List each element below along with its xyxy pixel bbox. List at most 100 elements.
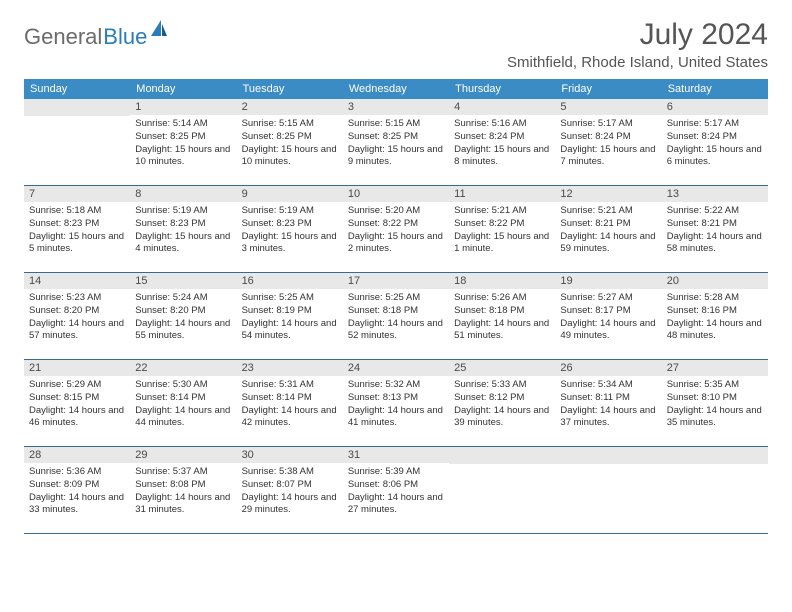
logo-sail-icon — [149, 18, 169, 44]
day-body: Sunrise: 5:28 AMSunset: 8:16 PMDaylight:… — [662, 289, 768, 348]
daylight-text: Daylight: 14 hours and 52 minutes. — [348, 318, 444, 344]
daylight-text: Daylight: 14 hours and 33 minutes. — [29, 492, 125, 518]
day-body: Sunrise: 5:19 AMSunset: 8:23 PMDaylight:… — [130, 202, 236, 261]
title-block: July 2024 Smithfield, Rhode Island, Unit… — [507, 18, 768, 71]
sunrise-text: Sunrise: 5:34 AM — [560, 379, 656, 392]
day-number: 21 — [24, 360, 130, 376]
day-number: 22 — [130, 360, 236, 376]
day-body: Sunrise: 5:15 AMSunset: 8:25 PMDaylight:… — [343, 115, 449, 174]
sunrise-text: Sunrise: 5:14 AM — [135, 118, 231, 131]
day-cell: 14Sunrise: 5:23 AMSunset: 8:20 PMDayligh… — [24, 273, 130, 359]
day-cell — [662, 447, 768, 533]
weekday-friday: Friday — [555, 79, 661, 99]
sunset-text: Sunset: 8:23 PM — [135, 218, 231, 231]
day-cell — [449, 447, 555, 533]
sunset-text: Sunset: 8:20 PM — [135, 305, 231, 318]
day-cell: 11Sunrise: 5:21 AMSunset: 8:22 PMDayligh… — [449, 186, 555, 272]
sunrise-text: Sunrise: 5:16 AM — [454, 118, 550, 131]
daylight-text: Daylight: 14 hours and 35 minutes. — [667, 405, 763, 431]
daylight-text: Daylight: 14 hours and 44 minutes. — [135, 405, 231, 431]
day-body: Sunrise: 5:21 AMSunset: 8:21 PMDaylight:… — [555, 202, 661, 261]
day-number: 23 — [237, 360, 343, 376]
sunset-text: Sunset: 8:20 PM — [29, 305, 125, 318]
day-body: Sunrise: 5:17 AMSunset: 8:24 PMDaylight:… — [662, 115, 768, 174]
day-number: 13 — [662, 186, 768, 202]
day-cell — [24, 99, 130, 185]
day-cell: 10Sunrise: 5:20 AMSunset: 8:22 PMDayligh… — [343, 186, 449, 272]
daylight-text: Daylight: 14 hours and 55 minutes. — [135, 318, 231, 344]
day-body: Sunrise: 5:25 AMSunset: 8:18 PMDaylight:… — [343, 289, 449, 348]
sunset-text: Sunset: 8:23 PM — [242, 218, 338, 231]
day-body: Sunrise: 5:37 AMSunset: 8:08 PMDaylight:… — [130, 463, 236, 522]
day-number: 8 — [130, 186, 236, 202]
sunrise-text: Sunrise: 5:19 AM — [135, 205, 231, 218]
sunset-text: Sunset: 8:09 PM — [29, 479, 125, 492]
sunset-text: Sunset: 8:12 PM — [454, 392, 550, 405]
sunrise-text: Sunrise: 5:19 AM — [242, 205, 338, 218]
day-cell: 26Sunrise: 5:34 AMSunset: 8:11 PMDayligh… — [555, 360, 661, 446]
logo: GeneralBlue — [24, 24, 169, 50]
day-number: 25 — [449, 360, 555, 376]
daylight-text: Daylight: 14 hours and 27 minutes. — [348, 492, 444, 518]
day-body: Sunrise: 5:14 AMSunset: 8:25 PMDaylight:… — [130, 115, 236, 174]
day-body: Sunrise: 5:38 AMSunset: 8:07 PMDaylight:… — [237, 463, 343, 522]
sunrise-text: Sunrise: 5:33 AM — [454, 379, 550, 392]
day-number: 1 — [130, 99, 236, 115]
day-cell: 15Sunrise: 5:24 AMSunset: 8:20 PMDayligh… — [130, 273, 236, 359]
sunrise-text: Sunrise: 5:15 AM — [348, 118, 444, 131]
sunset-text: Sunset: 8:16 PM — [667, 305, 763, 318]
week-row: 21Sunrise: 5:29 AMSunset: 8:15 PMDayligh… — [24, 360, 768, 447]
weekday-monday: Monday — [130, 79, 236, 99]
sunrise-text: Sunrise: 5:37 AM — [135, 466, 231, 479]
day-number: 20 — [662, 273, 768, 289]
weekday-header-row: Sunday Monday Tuesday Wednesday Thursday… — [24, 79, 768, 99]
day-number: 28 — [24, 447, 130, 463]
weekday-saturday: Saturday — [662, 79, 768, 99]
sunrise-text: Sunrise: 5:25 AM — [242, 292, 338, 305]
day-body: Sunrise: 5:33 AMSunset: 8:12 PMDaylight:… — [449, 376, 555, 435]
sunset-text: Sunset: 8:18 PM — [454, 305, 550, 318]
day-number: 9 — [237, 186, 343, 202]
day-body: Sunrise: 5:26 AMSunset: 8:18 PMDaylight:… — [449, 289, 555, 348]
sunrise-text: Sunrise: 5:25 AM — [348, 292, 444, 305]
day-cell: 12Sunrise: 5:21 AMSunset: 8:21 PMDayligh… — [555, 186, 661, 272]
sunrise-text: Sunrise: 5:21 AM — [560, 205, 656, 218]
day-body: Sunrise: 5:15 AMSunset: 8:25 PMDaylight:… — [237, 115, 343, 174]
sunrise-text: Sunrise: 5:26 AM — [454, 292, 550, 305]
daylight-text: Daylight: 15 hours and 10 minutes. — [242, 144, 338, 170]
day-body: Sunrise: 5:31 AMSunset: 8:14 PMDaylight:… — [237, 376, 343, 435]
week-row: 1Sunrise: 5:14 AMSunset: 8:25 PMDaylight… — [24, 99, 768, 186]
day-number: 2 — [237, 99, 343, 115]
day-body: Sunrise: 5:36 AMSunset: 8:09 PMDaylight:… — [24, 463, 130, 522]
daylight-text: Daylight: 15 hours and 6 minutes. — [667, 144, 763, 170]
day-number: 11 — [449, 186, 555, 202]
day-number: 29 — [130, 447, 236, 463]
sunrise-text: Sunrise: 5:30 AM — [135, 379, 231, 392]
sunrise-text: Sunrise: 5:21 AM — [454, 205, 550, 218]
sunset-text: Sunset: 8:17 PM — [560, 305, 656, 318]
day-body: Sunrise: 5:24 AMSunset: 8:20 PMDaylight:… — [130, 289, 236, 348]
daylight-text: Daylight: 14 hours and 49 minutes. — [560, 318, 656, 344]
sunset-text: Sunset: 8:24 PM — [560, 131, 656, 144]
day-number: 31 — [343, 447, 449, 463]
day-number-empty — [662, 447, 768, 464]
sunset-text: Sunset: 8:14 PM — [242, 392, 338, 405]
day-body: Sunrise: 5:39 AMSunset: 8:06 PMDaylight:… — [343, 463, 449, 522]
sunrise-text: Sunrise: 5:18 AM — [29, 205, 125, 218]
daylight-text: Daylight: 15 hours and 10 minutes. — [135, 144, 231, 170]
day-cell: 18Sunrise: 5:26 AMSunset: 8:18 PMDayligh… — [449, 273, 555, 359]
week-row: 7Sunrise: 5:18 AMSunset: 8:23 PMDaylight… — [24, 186, 768, 273]
day-cell: 9Sunrise: 5:19 AMSunset: 8:23 PMDaylight… — [237, 186, 343, 272]
daylight-text: Daylight: 14 hours and 57 minutes. — [29, 318, 125, 344]
sunset-text: Sunset: 8:07 PM — [242, 479, 338, 492]
sunrise-text: Sunrise: 5:38 AM — [242, 466, 338, 479]
day-number-empty — [449, 447, 555, 464]
day-number: 30 — [237, 447, 343, 463]
day-body: Sunrise: 5:20 AMSunset: 8:22 PMDaylight:… — [343, 202, 449, 261]
daylight-text: Daylight: 14 hours and 42 minutes. — [242, 405, 338, 431]
sunset-text: Sunset: 8:08 PM — [135, 479, 231, 492]
logo-text-gray: General — [24, 24, 102, 50]
daylight-text: Daylight: 15 hours and 9 minutes. — [348, 144, 444, 170]
day-cell: 19Sunrise: 5:27 AMSunset: 8:17 PMDayligh… — [555, 273, 661, 359]
day-number: 24 — [343, 360, 449, 376]
